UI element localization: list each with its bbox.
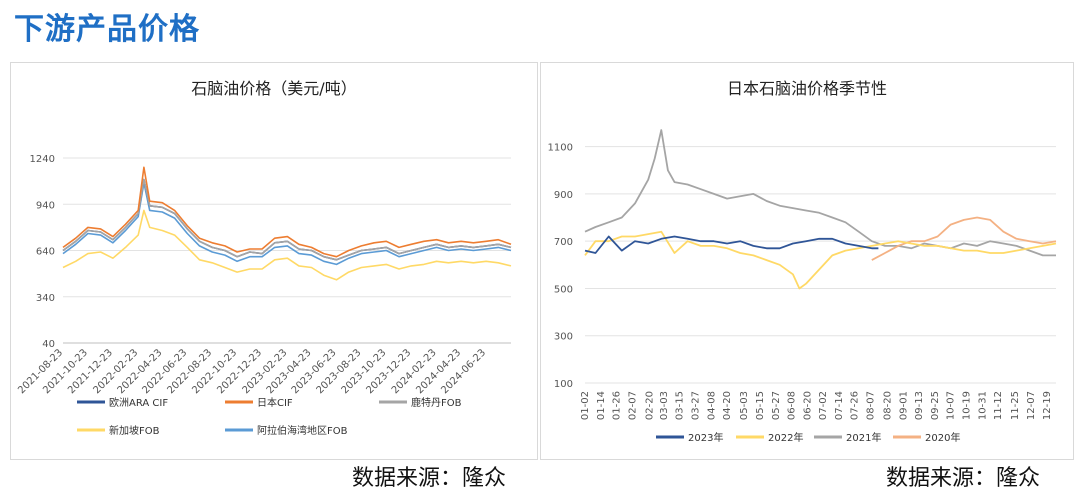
page-title: 下游产品价格 (14, 12, 200, 47)
y-tick-label: 100 (554, 379, 573, 390)
legend-label: 2020年 (925, 431, 960, 444)
x-tick-label: 09-01 (898, 391, 909, 420)
x-tick-label: 05-15 (755, 391, 766, 420)
x-tick-label: 2024-06-23 (439, 347, 488, 396)
legend-label: 2021年 (846, 431, 881, 444)
series-line-3 (871, 216, 1057, 261)
x-tick-label: 07-14 (834, 391, 845, 420)
data-source-right: 数据来源：隆众 (886, 466, 1041, 491)
y-tick-label: 1100 (548, 143, 573, 154)
legend-label: 新加坡FOB (109, 424, 160, 437)
legend-label: 2022年 (768, 431, 803, 444)
x-tick-label: 11-25 (1010, 391, 1021, 420)
x-tick-label: 01-02 (580, 391, 591, 420)
x-tick-label: 03-27 (691, 391, 702, 420)
data-source-left: 数据来源：隆众 (352, 466, 507, 491)
legend-label: 2023年 (688, 431, 723, 444)
x-tick-label: 04-08 (706, 391, 717, 420)
series-line-1 (584, 230, 1057, 290)
japan-naphtha-seasonal-chart-panel: 日本石脑油价格季节性 100 300 500 700 900 1100 01-02 01-14… (540, 62, 1074, 460)
x-tick-label: 01-14 (596, 391, 607, 420)
legend-label: 鹿特丹FOB (411, 396, 462, 409)
x-tick-label: 03-15 (675, 391, 686, 420)
legend-label: 阿拉伯海湾地区FOB (257, 424, 348, 437)
x-tick-label: 04-20 (722, 391, 733, 420)
x-tick-label: 03-03 (659, 391, 670, 420)
y-tick-label: 500 (554, 284, 573, 295)
y-tick-label: 900 (554, 190, 573, 201)
x-tick-label: 08-07 (865, 391, 876, 420)
chart-title-naphtha-price: 石脑油价格（美元/吨） (191, 79, 357, 98)
series-line-2 (584, 129, 1056, 257)
x-tick-label: 07-02 (818, 391, 829, 420)
series-line-1 (62, 166, 512, 258)
x-tick-label: 05-03 (739, 391, 750, 420)
y-tick-label: 40 (42, 339, 55, 350)
x-tick-label: 12-07 (1026, 391, 1037, 420)
x-tick-label: 10-07 (946, 391, 957, 420)
series-line-4 (62, 181, 512, 266)
y-tick-label: 300 (554, 332, 573, 343)
x-tick-label: 11-12 (993, 391, 1004, 420)
legend-label: 日本CIF (257, 396, 293, 409)
series-line-3 (62, 209, 512, 281)
naphtha-price-chart-panel: 石脑油价格（美元/吨） 40 340 640 940 1240 2021-08-23 202… (10, 62, 538, 460)
japan-naphtha-seasonal-chart: 100 300 500 700 900 1100 01-02 01-14 01-26 02-07 0… (548, 129, 1057, 444)
x-tick-label: 08-20 (883, 391, 894, 420)
x-tick-label: 02-07 (627, 391, 638, 420)
series-line-0 (584, 235, 879, 254)
x-tick-label: 12-19 (1042, 391, 1053, 420)
x-tick-label: 10-31 (977, 391, 988, 420)
x-tick-label: 09-13 (914, 391, 925, 420)
y-tick-label: 700 (554, 237, 573, 248)
y-tick-label: 340 (36, 293, 55, 304)
y-tick-label: 1240 (30, 154, 55, 165)
chart-title-japan-seasonal: 日本石脑油价格季节性 (726, 79, 887, 98)
x-tick-label: 06-08 (787, 391, 798, 420)
x-tick-label: 10-19 (962, 391, 973, 420)
x-tick-label: 09-25 (930, 391, 941, 420)
y-tick-label: 940 (36, 200, 55, 211)
x-tick-label: 01-26 (612, 391, 623, 420)
x-tick-label: 06-20 (802, 391, 813, 420)
legend-label: 欧洲ARA CIF (109, 397, 168, 409)
y-tick-label: 640 (36, 247, 55, 258)
naphtha-price-chart: 4034064094012402021-08-232021-10-232021-… (16, 154, 512, 437)
x-tick-label: 05-27 (771, 391, 782, 420)
x-tick-label: 07-26 (850, 391, 861, 420)
x-tick-label: 02-20 (644, 391, 655, 420)
